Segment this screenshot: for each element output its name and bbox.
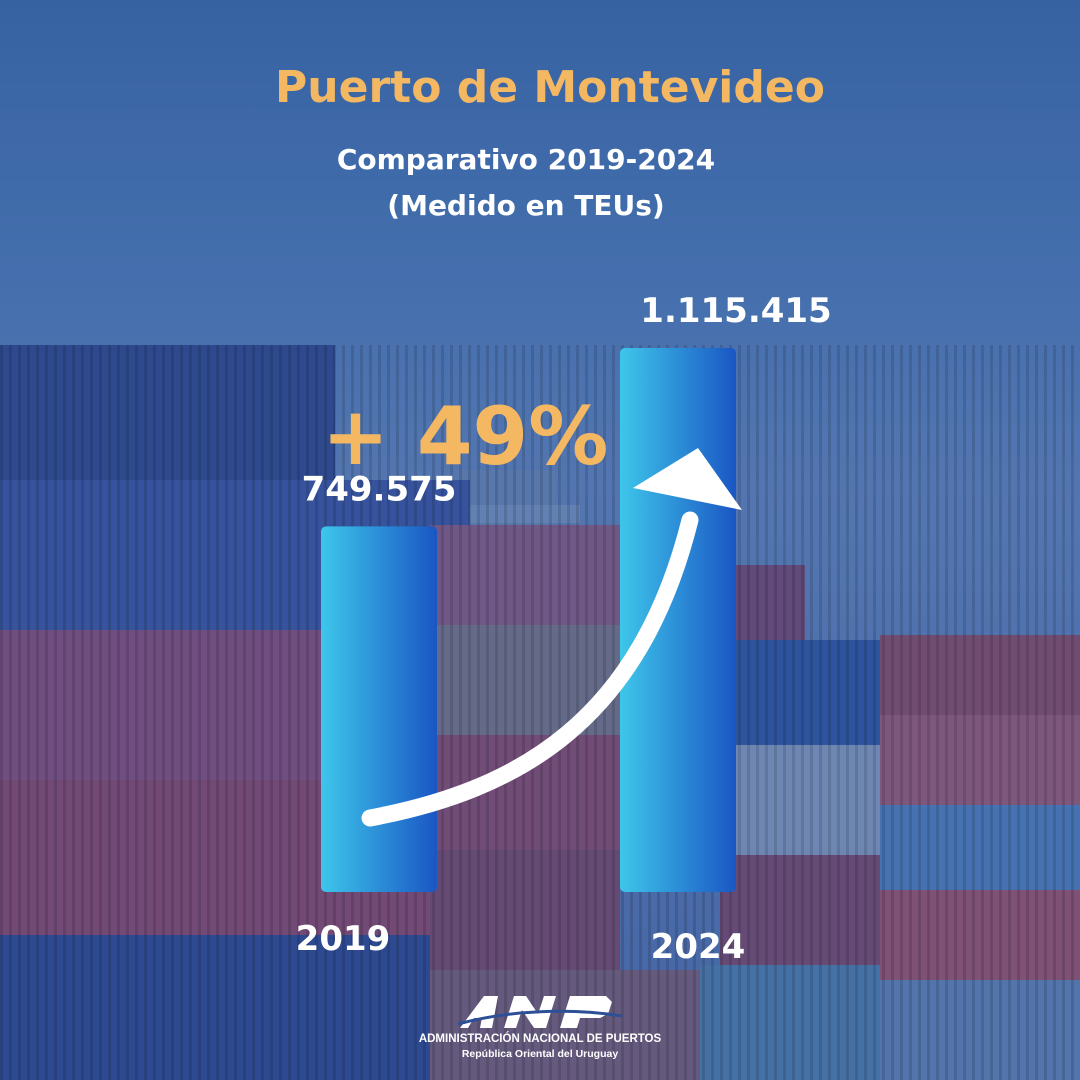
anp-logo-mark-icon (457, 996, 623, 1028)
growth-percentage: + 49% (322, 390, 609, 483)
logo-organization-name: ADMINISTRACIÓN NACIONAL DE PUERTOS (418, 1033, 662, 1045)
growth-arrowhead-icon (633, 448, 742, 510)
bar-2024 (620, 348, 736, 892)
anp-logo (457, 996, 623, 1028)
x-tick-label-2019: 2019 (296, 919, 391, 959)
logo-country-name: República Oriental del Uruguay (461, 1048, 619, 1060)
growth-arrow-icon (361, 511, 699, 827)
page-title: Puerto de Montevideo (275, 62, 825, 113)
bar-2019 (321, 526, 437, 892)
chart-subtitle: Comparativo 2019-2024 (336, 143, 716, 176)
bar-value-label-2024: 1.115.415 (640, 291, 831, 331)
bar-value-label-2019: 749.575 (302, 469, 457, 509)
chart-unit-label: (Medido en TEUs) (387, 189, 665, 222)
x-tick-label-2024: 2024 (651, 927, 746, 967)
